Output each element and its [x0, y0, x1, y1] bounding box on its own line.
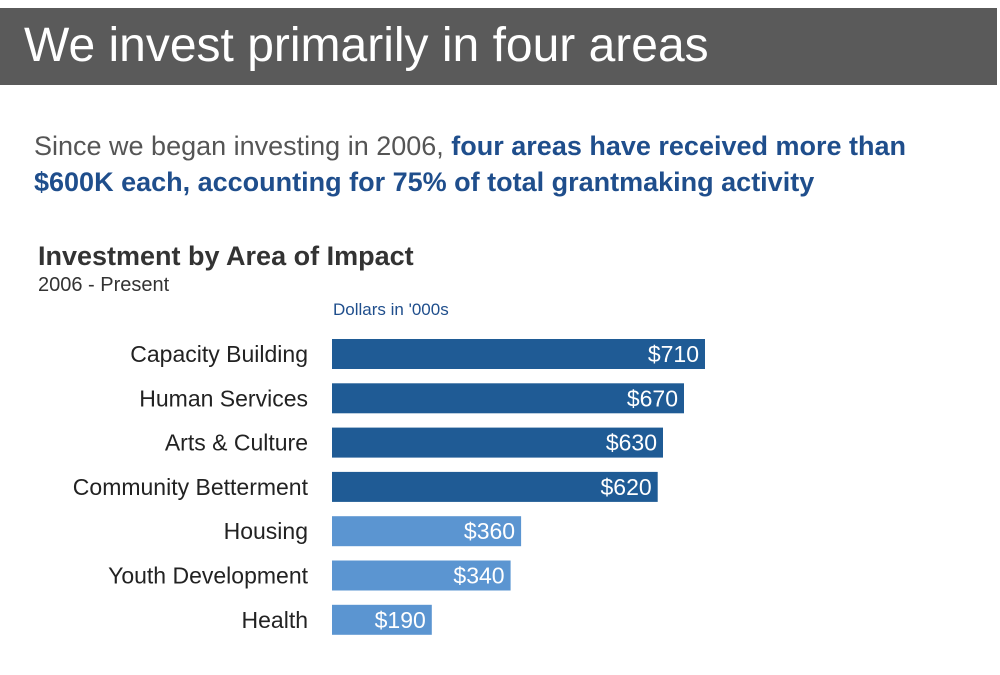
category-label: Capacity Building: [130, 341, 308, 367]
summary-lead: Since we began investing in 2006,: [34, 131, 452, 161]
value-label: $340: [453, 563, 504, 589]
category-label: Human Services: [139, 385, 308, 411]
chart-units-label: Dollars in '000s: [333, 300, 449, 319]
summary-emphasis: four areas have received more than $600K…: [34, 131, 906, 197]
bar-0: [332, 339, 705, 369]
bar-chart: Capacity Building $710 Human Services $670 A…: [73, 339, 705, 635]
bar-3: [332, 471, 658, 502]
chart-title: Investment by Area of Impact: [38, 241, 414, 271]
category-label: Health: [242, 607, 308, 633]
category-label: Youth Development: [108, 563, 309, 589]
title-bar: We invest primarily in four areas: [0, 8, 997, 85]
bar-5: [332, 560, 511, 591]
chart-subtitle: 2006 - Present: [38, 274, 170, 296]
value-label: $710: [648, 341, 699, 367]
page-title: We invest primarily in four areas: [24, 19, 709, 72]
value-label: $620: [601, 474, 652, 500]
category-label: Housing: [224, 518, 308, 544]
value-label: $360: [464, 518, 515, 544]
value-label: $190: [375, 607, 426, 633]
bar-2: [332, 427, 663, 458]
bar-6: [332, 604, 432, 635]
value-label: $630: [606, 430, 657, 456]
category-label: Arts & Culture: [165, 430, 308, 456]
bar-1: [332, 383, 684, 414]
value-label: $670: [627, 385, 678, 411]
bar-4: [332, 516, 522, 547]
category-label: Community Betterment: [73, 474, 309, 500]
summary-text: Since we began investing in 2006, four a…: [34, 128, 984, 200]
